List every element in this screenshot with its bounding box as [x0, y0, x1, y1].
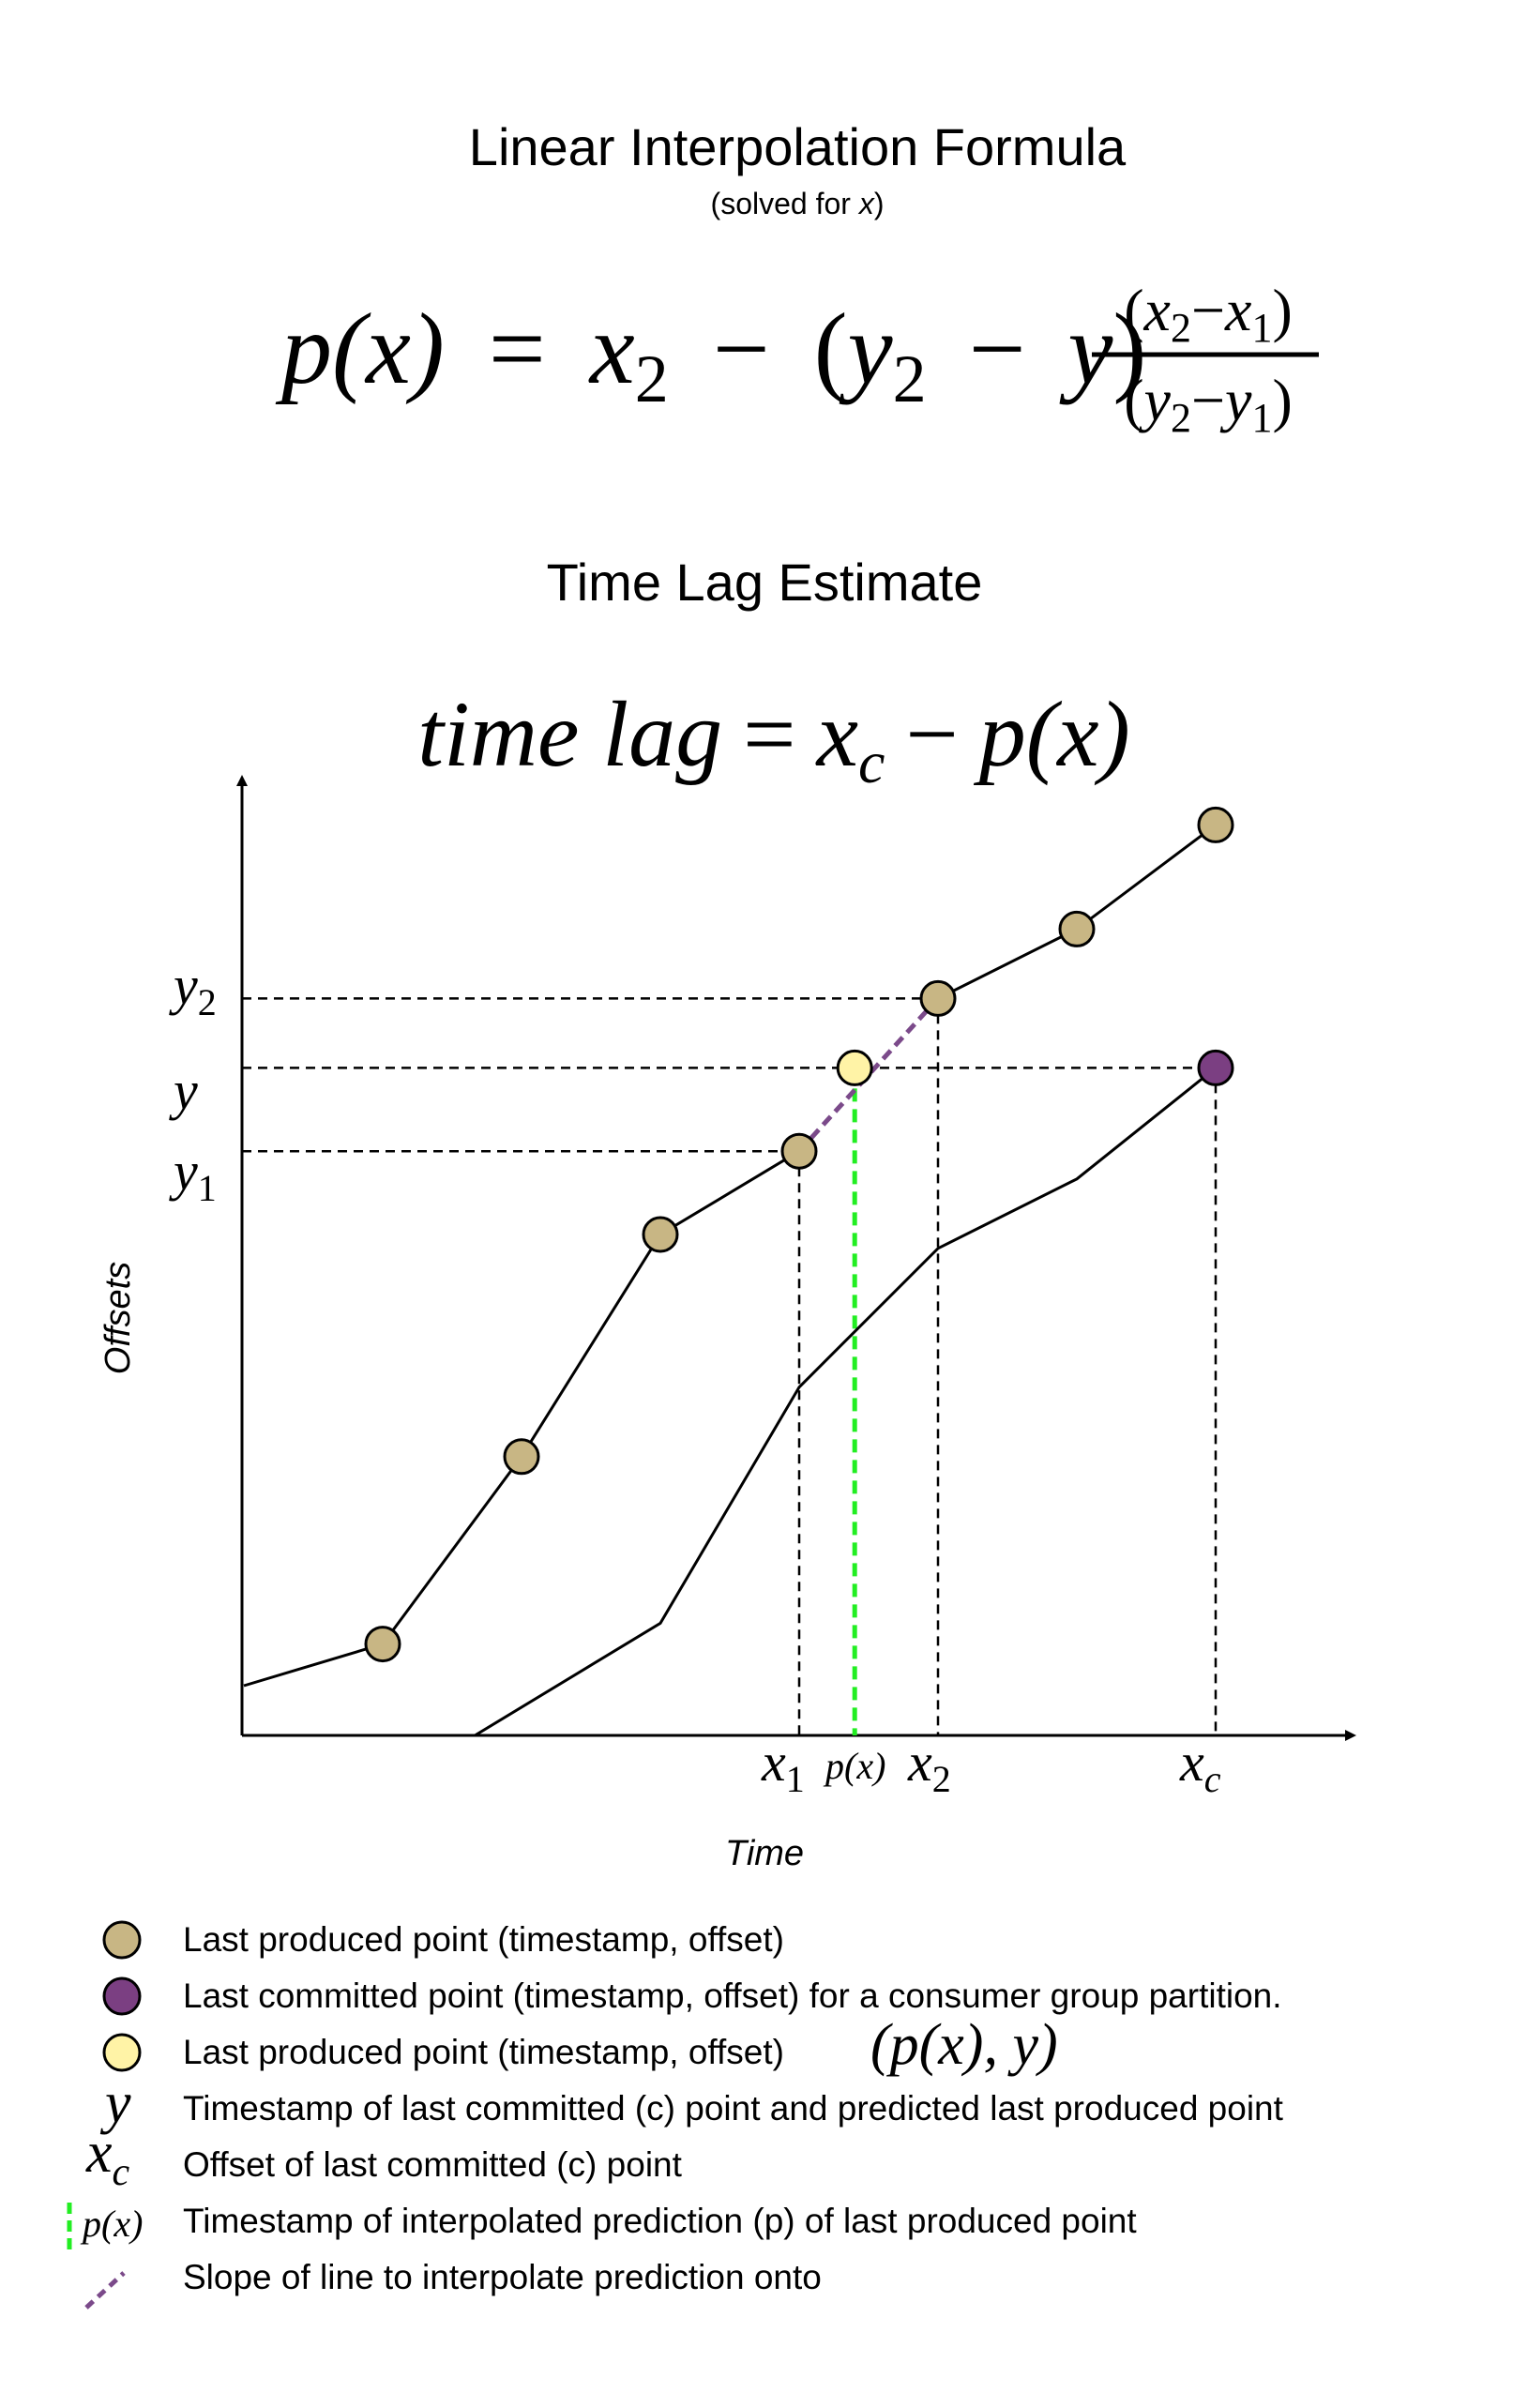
legend-text-produced: Last produced point (timestamp, offset): [183, 1920, 784, 1959]
legend-text-committed: Last committed point (timestamp, offset)…: [183, 1976, 1282, 2015]
committed-line: [474, 1067, 1217, 1737]
y2-tick-label: y2: [169, 955, 217, 1023]
time-lag-formula: time lag = xc − p(x): [417, 682, 1130, 795]
formula-denominator: (y2−y1): [1124, 367, 1293, 441]
produced-point: [780, 1132, 818, 1170]
y1-tick-label: y1: [169, 1141, 217, 1209]
legend-xc-glyph: xc: [85, 2121, 130, 2194]
data-points: [364, 806, 1234, 1663]
y-axis-title: Offsets: [98, 1262, 138, 1374]
legend-text-slope: Slope of line to interpolate prediction …: [183, 2258, 822, 2296]
produced-point: [503, 1438, 540, 1476]
produced-point: [364, 1626, 401, 1663]
produced-point: [1197, 806, 1234, 843]
legend-committed-point-icon: [102, 1976, 142, 2016]
guide-lines: [242, 997, 1218, 1735]
produced-point: [642, 1216, 679, 1253]
interpolation-formula: p(x) = x2 − (y2 − y) (x2−x1) (y2−y1): [275, 277, 1319, 441]
produced-point: [1058, 910, 1096, 947]
x-axis-title: Time: [725, 1834, 804, 1873]
produced-point: [919, 979, 957, 1017]
chart-area: y2 y y1 x1 p(x) x2 xc Time Offsets: [98, 775, 1356, 1873]
legend-text-y: Timestamp of last committed (c) point an…: [183, 2089, 1284, 2128]
time-lag-heading: Time Lag Estimate: [547, 553, 983, 612]
legend-predicted-point-icon: [102, 2033, 142, 2072]
legend-text-predicted: Last produced point (timestamp, offset): [183, 2033, 784, 2071]
y-tick-label: y: [169, 1060, 198, 1121]
legend: Last produced point (timestamp, offset) …: [67, 1920, 1284, 2310]
legend-produced-point-icon: [102, 1920, 142, 1960]
legend-text-xc: Offset of last committed (c) point: [183, 2145, 683, 2184]
legend-predicted-math: (p(x), y): [870, 2013, 1058, 2077]
legend-text-px: Timestamp of interpolated prediction (p)…: [183, 2202, 1137, 2240]
committed-point: [1197, 1049, 1234, 1086]
legend-slope-line-icon: [84, 2271, 126, 2310]
series-lines: [243, 824, 1217, 1737]
legend-px-glyph: p(x): [80, 2203, 143, 2245]
xc-tick-label: xc: [1179, 1732, 1221, 1800]
title: Linear Interpolation Formula: [469, 117, 1127, 176]
px-tick-label: p(x): [823, 1745, 885, 1787]
formula-numerator: (x2−x1): [1124, 277, 1293, 351]
formula-lhs: p(x) = x2 − (y2 − y): [275, 294, 1146, 424]
predicted-point: [836, 1049, 873, 1086]
subtitle: (solved for x): [711, 187, 885, 220]
legend-y-glyph: y: [99, 2071, 131, 2135]
x2-tick-label: x2: [907, 1732, 951, 1800]
x1-tick-label: x1: [761, 1732, 805, 1800]
produced-line-lower: [243, 1149, 800, 1688]
